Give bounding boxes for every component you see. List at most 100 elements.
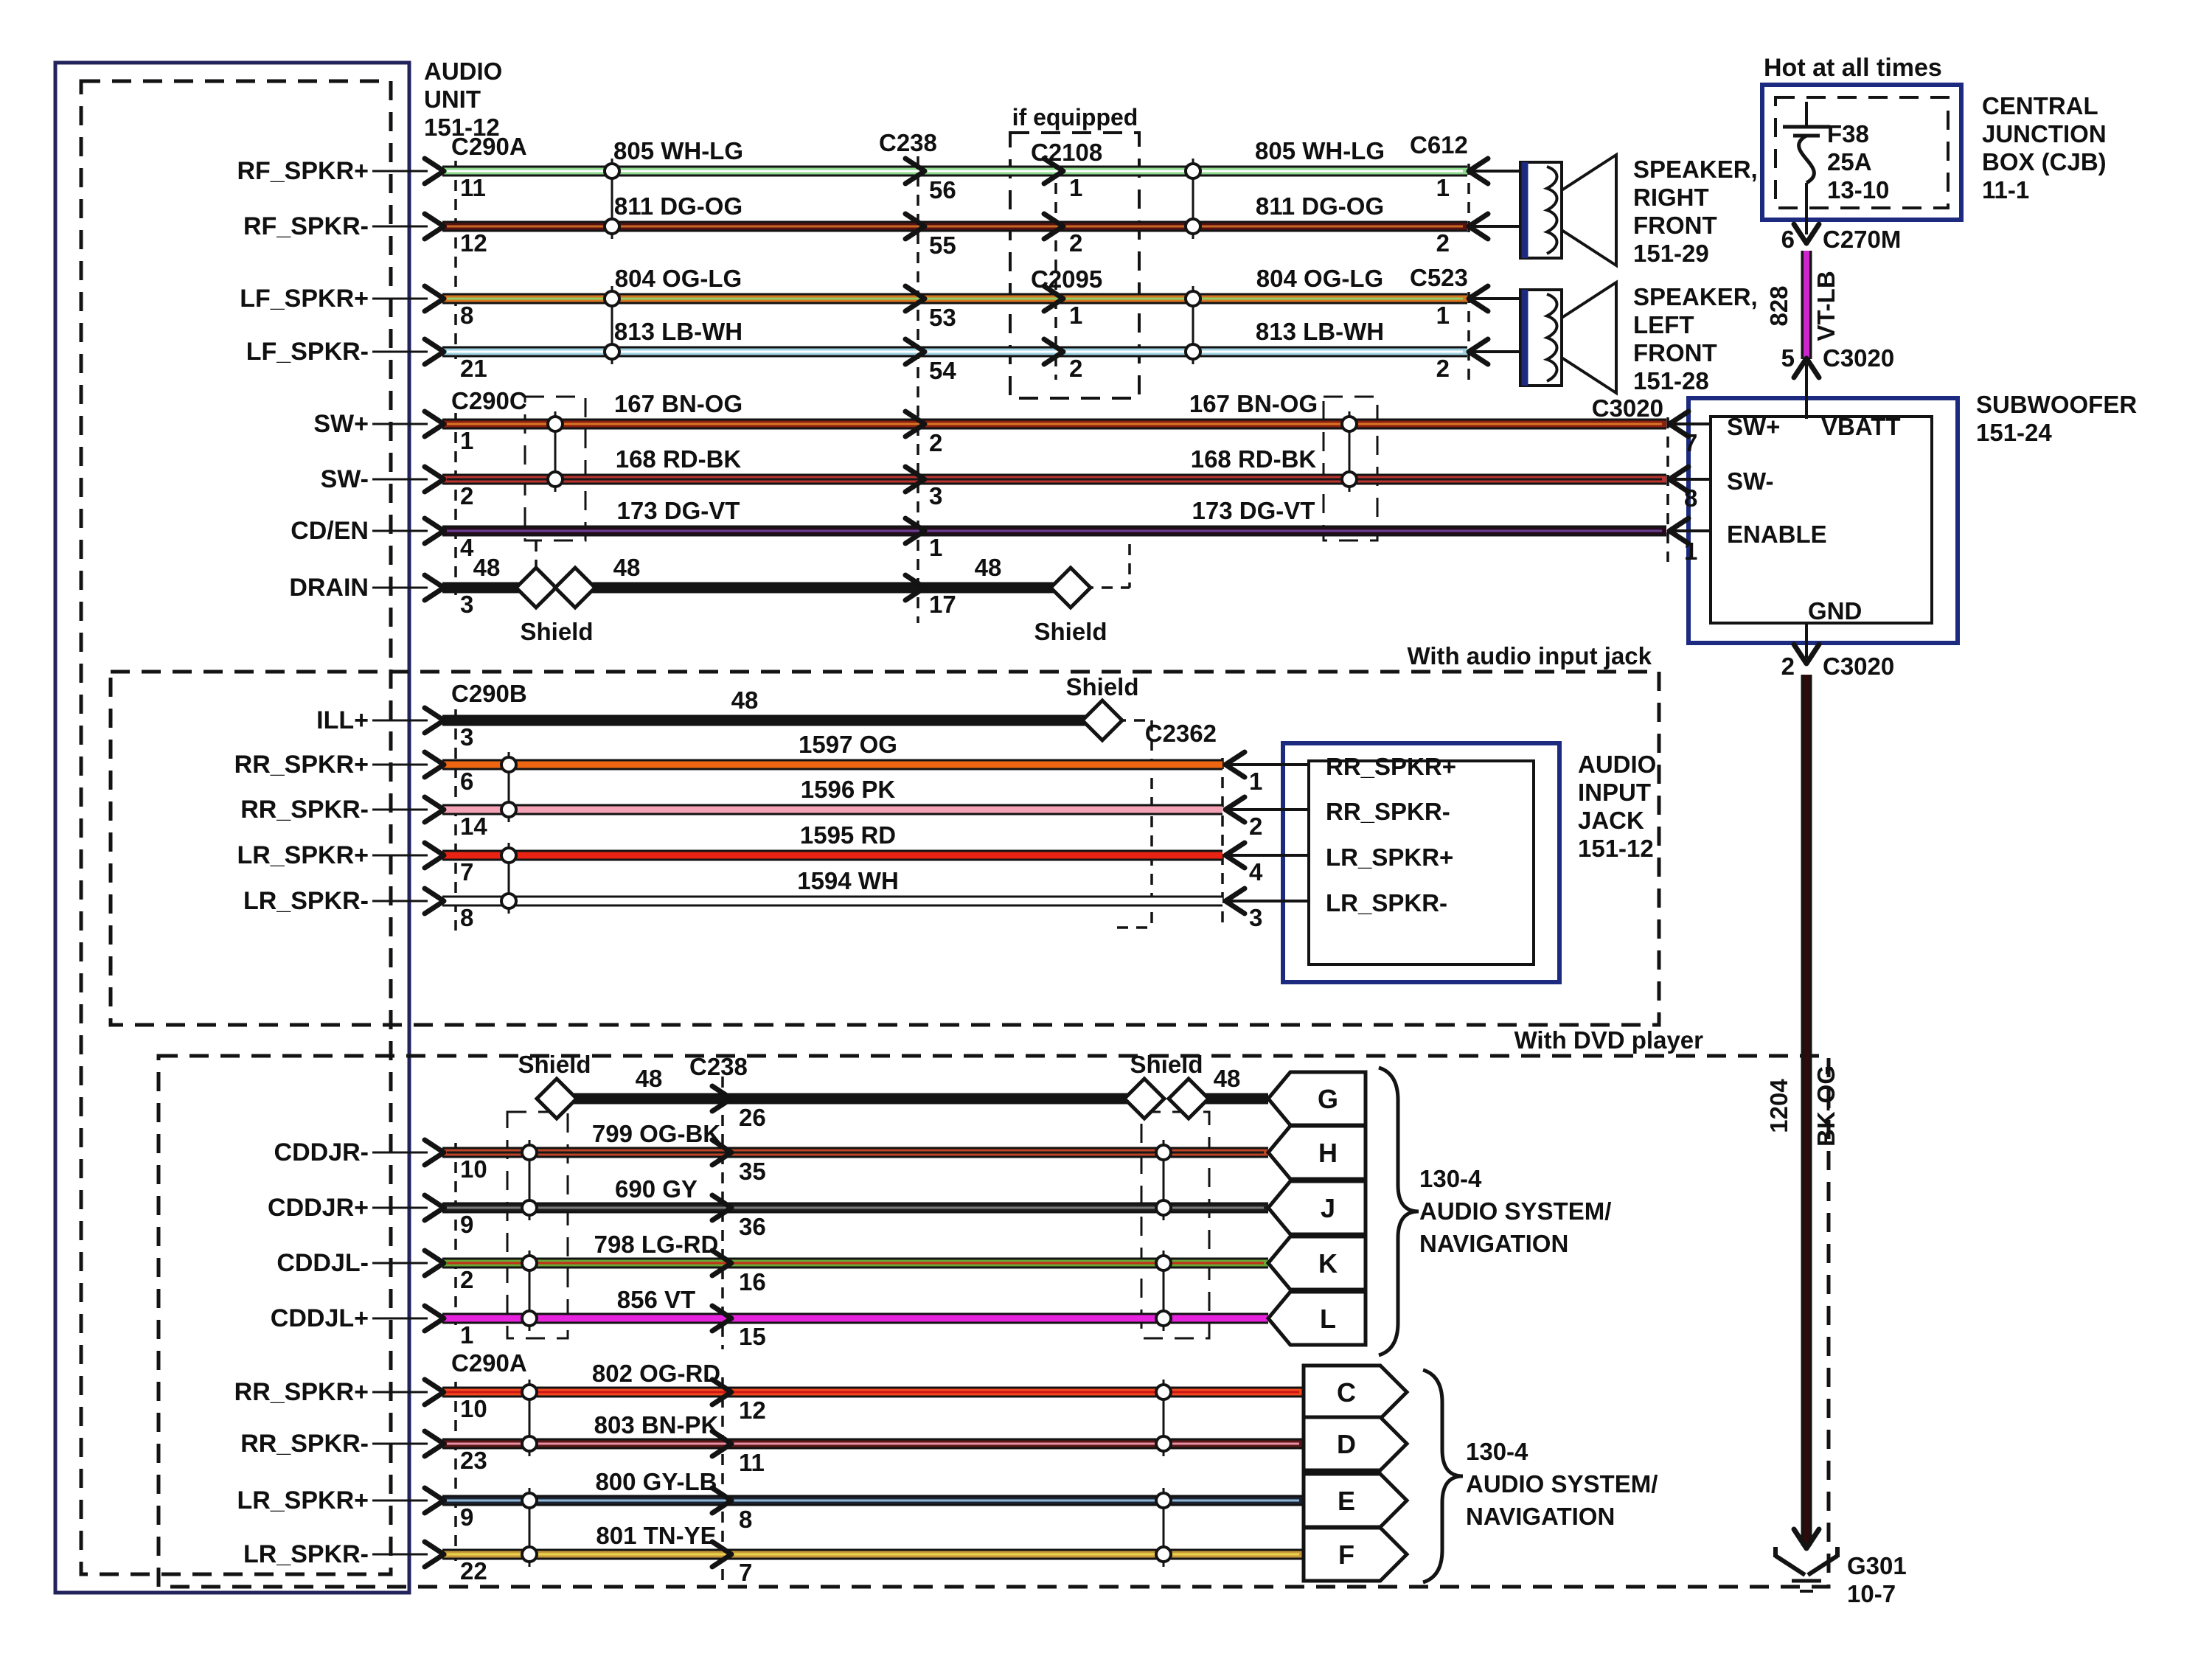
pin-c2108-2: 2 (1069, 229, 1082, 257)
pin-c238d-11: 11 (739, 1449, 765, 1476)
arrow-left-rail-signal-cddjl-plus (422, 1303, 447, 1334)
nav-2-ref: 130-4 (1466, 1438, 1528, 1465)
wire-label-1597: 1597 OG (799, 731, 897, 758)
cjb-name-3: BOX (CJB) (1982, 148, 2107, 175)
inline-conn-802-803-r-circle-2 (1155, 1435, 1172, 1453)
conn-c238-dvd: C238 (689, 1053, 748, 1080)
sub-sw-minus: SW- (1727, 467, 1774, 495)
connector-tag-g (1265, 1070, 1368, 1127)
sub-vbatt: VBATT (1821, 413, 1901, 440)
arrow-c2095-2 (1041, 336, 1066, 367)
arrow-left-rail-signal-lr-spkr-plus-2 (422, 1485, 447, 1516)
wire-label-690: 690 GY (615, 1175, 698, 1203)
pin-c238-sw-3: 3 (929, 482, 942, 509)
signal-rf-spkr-plus: RF_SPKR+ (237, 157, 369, 185)
nav-1-ref: 130-4 (1419, 1165, 1482, 1192)
pin-c2095-2: 2 (1069, 355, 1082, 382)
shield-label-2: Shield (1034, 618, 1107, 645)
arrow-c238-2 (902, 211, 928, 242)
wire-label-802: 802 OG-RD (592, 1360, 720, 1387)
wire-label-173-1: 173 DG-VT (617, 497, 740, 524)
conn-c290a-dvd: C290A (451, 1349, 527, 1377)
shield-label-5: Shield (1130, 1051, 1203, 1078)
shield-diamond-drain-3 (1048, 565, 1093, 611)
arrow-left-rail-signal-cddjr-minus (422, 1137, 447, 1168)
ground-g301: G301 (1847, 1552, 1907, 1579)
inline-conn-167-168-r-circle-2 (1340, 470, 1358, 488)
arrow-c2362-4 (1222, 840, 1248, 871)
pin-c290a2-9: 9 (460, 1503, 473, 1531)
inline-conn-804-813-circle-1 (603, 290, 621, 307)
arrow-c238-3 (902, 283, 928, 314)
pin-c2362-2: 2 (1249, 813, 1262, 840)
pin-c238d-26: 26 (739, 1104, 766, 1131)
fuse-25a: 25A (1827, 148, 1872, 175)
arrow-c3020-up (1791, 355, 1822, 380)
pin-c290c-4: 4 (460, 534, 474, 561)
ground-ref: 10-7 (1847, 1580, 1896, 1607)
arrow-c2095-1 (1041, 283, 1066, 314)
speaker-rf-ref: 151-29 (1633, 240, 1709, 267)
inline-conn-800-801-r-circle-1 (1155, 1492, 1172, 1509)
arrow-left-rail-signal-drain (422, 572, 447, 603)
pin-dvd-2: 2 (460, 1266, 473, 1293)
conn-c2095: C2095 (1031, 265, 1102, 293)
pin-c612-2: 2 (1436, 229, 1450, 257)
connector-tag-j (1265, 1179, 1368, 1237)
inline-conn-798-856-r-circle-1 (1155, 1254, 1172, 1272)
shield-diamond-drain-1 (513, 565, 559, 611)
inline-conn-799-690-circle-1 (521, 1144, 538, 1161)
arrow-left-rail-signal-cd-en (422, 515, 447, 546)
connector-tag-l-label: L (1320, 1304, 1336, 1334)
wire-label-801: 801 TN-YE (596, 1522, 716, 1549)
arrow-c238d-16 (709, 1248, 734, 1279)
conn-c270m: C270M (1823, 226, 1901, 253)
nav-2-name-2: NAVIGATION (1466, 1503, 1615, 1530)
subwoofer-inner-box (1709, 415, 1933, 625)
inline-conn-800-801-circle-1 (521, 1492, 538, 1509)
connector-tag-c-label: C (1337, 1377, 1356, 1408)
pin-c2362-4: 4 (1249, 858, 1263, 886)
fuse-f38: F38 (1827, 120, 1869, 147)
arrow-left-rail-signal-rr-spkr-minus-2 (422, 1428, 447, 1459)
speaker-right-front-icon-horn (1560, 152, 1618, 268)
inline-conn-804-813-circle-2 (603, 343, 621, 361)
inline-conn-798-856-circle-2 (521, 1310, 538, 1327)
arrow-c238-4 (902, 336, 928, 367)
inline-conn-798-856-circle-1 (521, 1254, 538, 1272)
signal-rr-spkr-plus-1: RR_SPKR+ (234, 751, 369, 779)
ground-symbol-g301-wing-right (1806, 1554, 1839, 1577)
wire-label-48-ill: 48 (731, 686, 759, 714)
signal-drain: DRAIN (289, 574, 369, 602)
connector-tag-c (1301, 1363, 1410, 1421)
nav-1-name-2: NAVIGATION (1419, 1230, 1568, 1257)
arrow-c238-8 (902, 572, 928, 603)
wire-label-48-a: 48 (473, 554, 501, 581)
signal-cd-en: CD/EN (291, 517, 369, 545)
inline-conn-1595-1594-circle-1 (500, 846, 518, 864)
wire-label-167-2: 167 BN-OG (1189, 390, 1318, 417)
pin-c290b-7: 7 (460, 858, 473, 886)
arrow-c238d-7 (709, 1539, 734, 1570)
brace-nav-1 (1378, 1065, 1419, 1357)
pin-c238-sw-17: 17 (929, 591, 956, 618)
wire-label-798: 798 LG-RD (594, 1231, 719, 1258)
pin-dvd-1: 1 (460, 1321, 473, 1349)
signal-rr-spkr-plus-2: RR_SPKR+ (234, 1378, 369, 1406)
pin-c3020-8: 8 (1684, 484, 1697, 512)
inline-conn-804-813-r-circle-2 (1184, 343, 1202, 361)
speaker-lf-3: FRONT (1633, 339, 1717, 366)
pin-c238d-12: 12 (739, 1397, 766, 1424)
pin-c2095-1: 1 (1069, 302, 1082, 329)
conn-c290c: C290C (451, 387, 527, 414)
signal-sw-minus: SW- (321, 465, 369, 493)
wire-label-1204: 1204 (1765, 1079, 1792, 1133)
arrow-c3020-8 (1666, 464, 1691, 495)
conn-c290b: C290B (451, 680, 527, 707)
arrow-c2108-1 (1041, 156, 1066, 187)
audio-unit-dashed-box (79, 79, 393, 1576)
wire-label-168-1: 168 RD-BK (616, 445, 742, 473)
signal-cddjl-minus: CDDJL- (276, 1249, 369, 1277)
arrow-c3020-7 (1666, 408, 1691, 439)
fuse-ref: 13-10 (1827, 176, 1889, 204)
